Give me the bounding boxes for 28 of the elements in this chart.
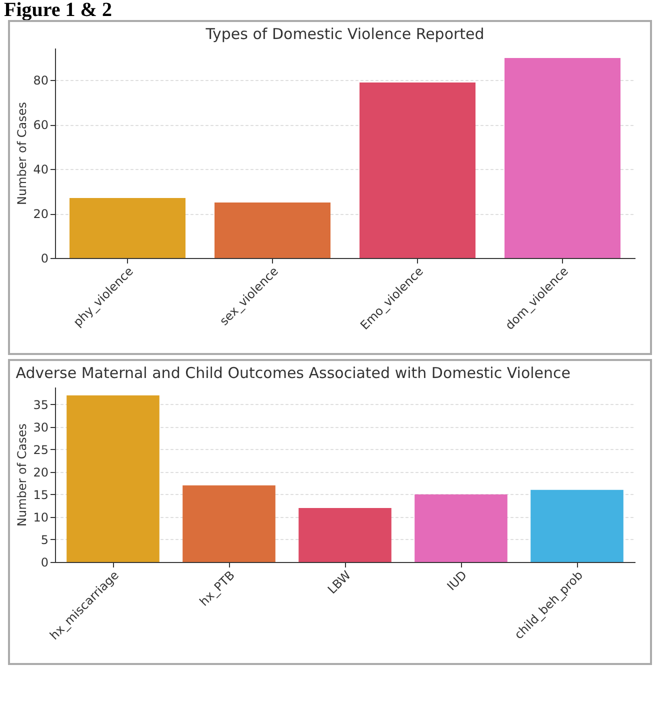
y-axis-title: Number of Cases bbox=[15, 423, 30, 527]
bar bbox=[530, 490, 624, 562]
bar bbox=[504, 58, 620, 258]
y-tick-label: 20 bbox=[33, 465, 48, 480]
bar bbox=[214, 202, 330, 258]
y-tick-label: 0 bbox=[40, 556, 48, 570]
y-tick-label: 25 bbox=[33, 442, 48, 457]
y-tick-label: 80 bbox=[33, 74, 48, 88]
bar bbox=[360, 82, 476, 258]
y-tick-label: 20 bbox=[33, 207, 48, 222]
caption: Figure 1 & 2 bbox=[4, 0, 113, 21]
y-tick-label: 10 bbox=[33, 510, 48, 524]
y-tick-label: 0 bbox=[40, 252, 48, 266]
bar bbox=[66, 395, 160, 562]
bar bbox=[298, 508, 392, 562]
chart-title: Adverse Maternal and Child Outcomes Associated with Domestic Violence bbox=[16, 364, 571, 382]
y-tick-label: 35 bbox=[33, 398, 48, 412]
y-axis-title: Number of Cases bbox=[15, 102, 30, 206]
chart-title: Types of Domestic Violence Reported bbox=[204, 25, 484, 43]
bar bbox=[182, 485, 276, 562]
y-tick-label: 40 bbox=[33, 162, 48, 177]
bar bbox=[414, 494, 508, 562]
x-tick-label: IUD bbox=[444, 568, 470, 594]
y-tick-label: 5 bbox=[40, 532, 48, 547]
y-tick-label: 15 bbox=[33, 488, 48, 502]
bar bbox=[70, 198, 186, 258]
y-tick-label: 60 bbox=[33, 118, 48, 132]
y-tick-label: 30 bbox=[33, 420, 48, 434]
